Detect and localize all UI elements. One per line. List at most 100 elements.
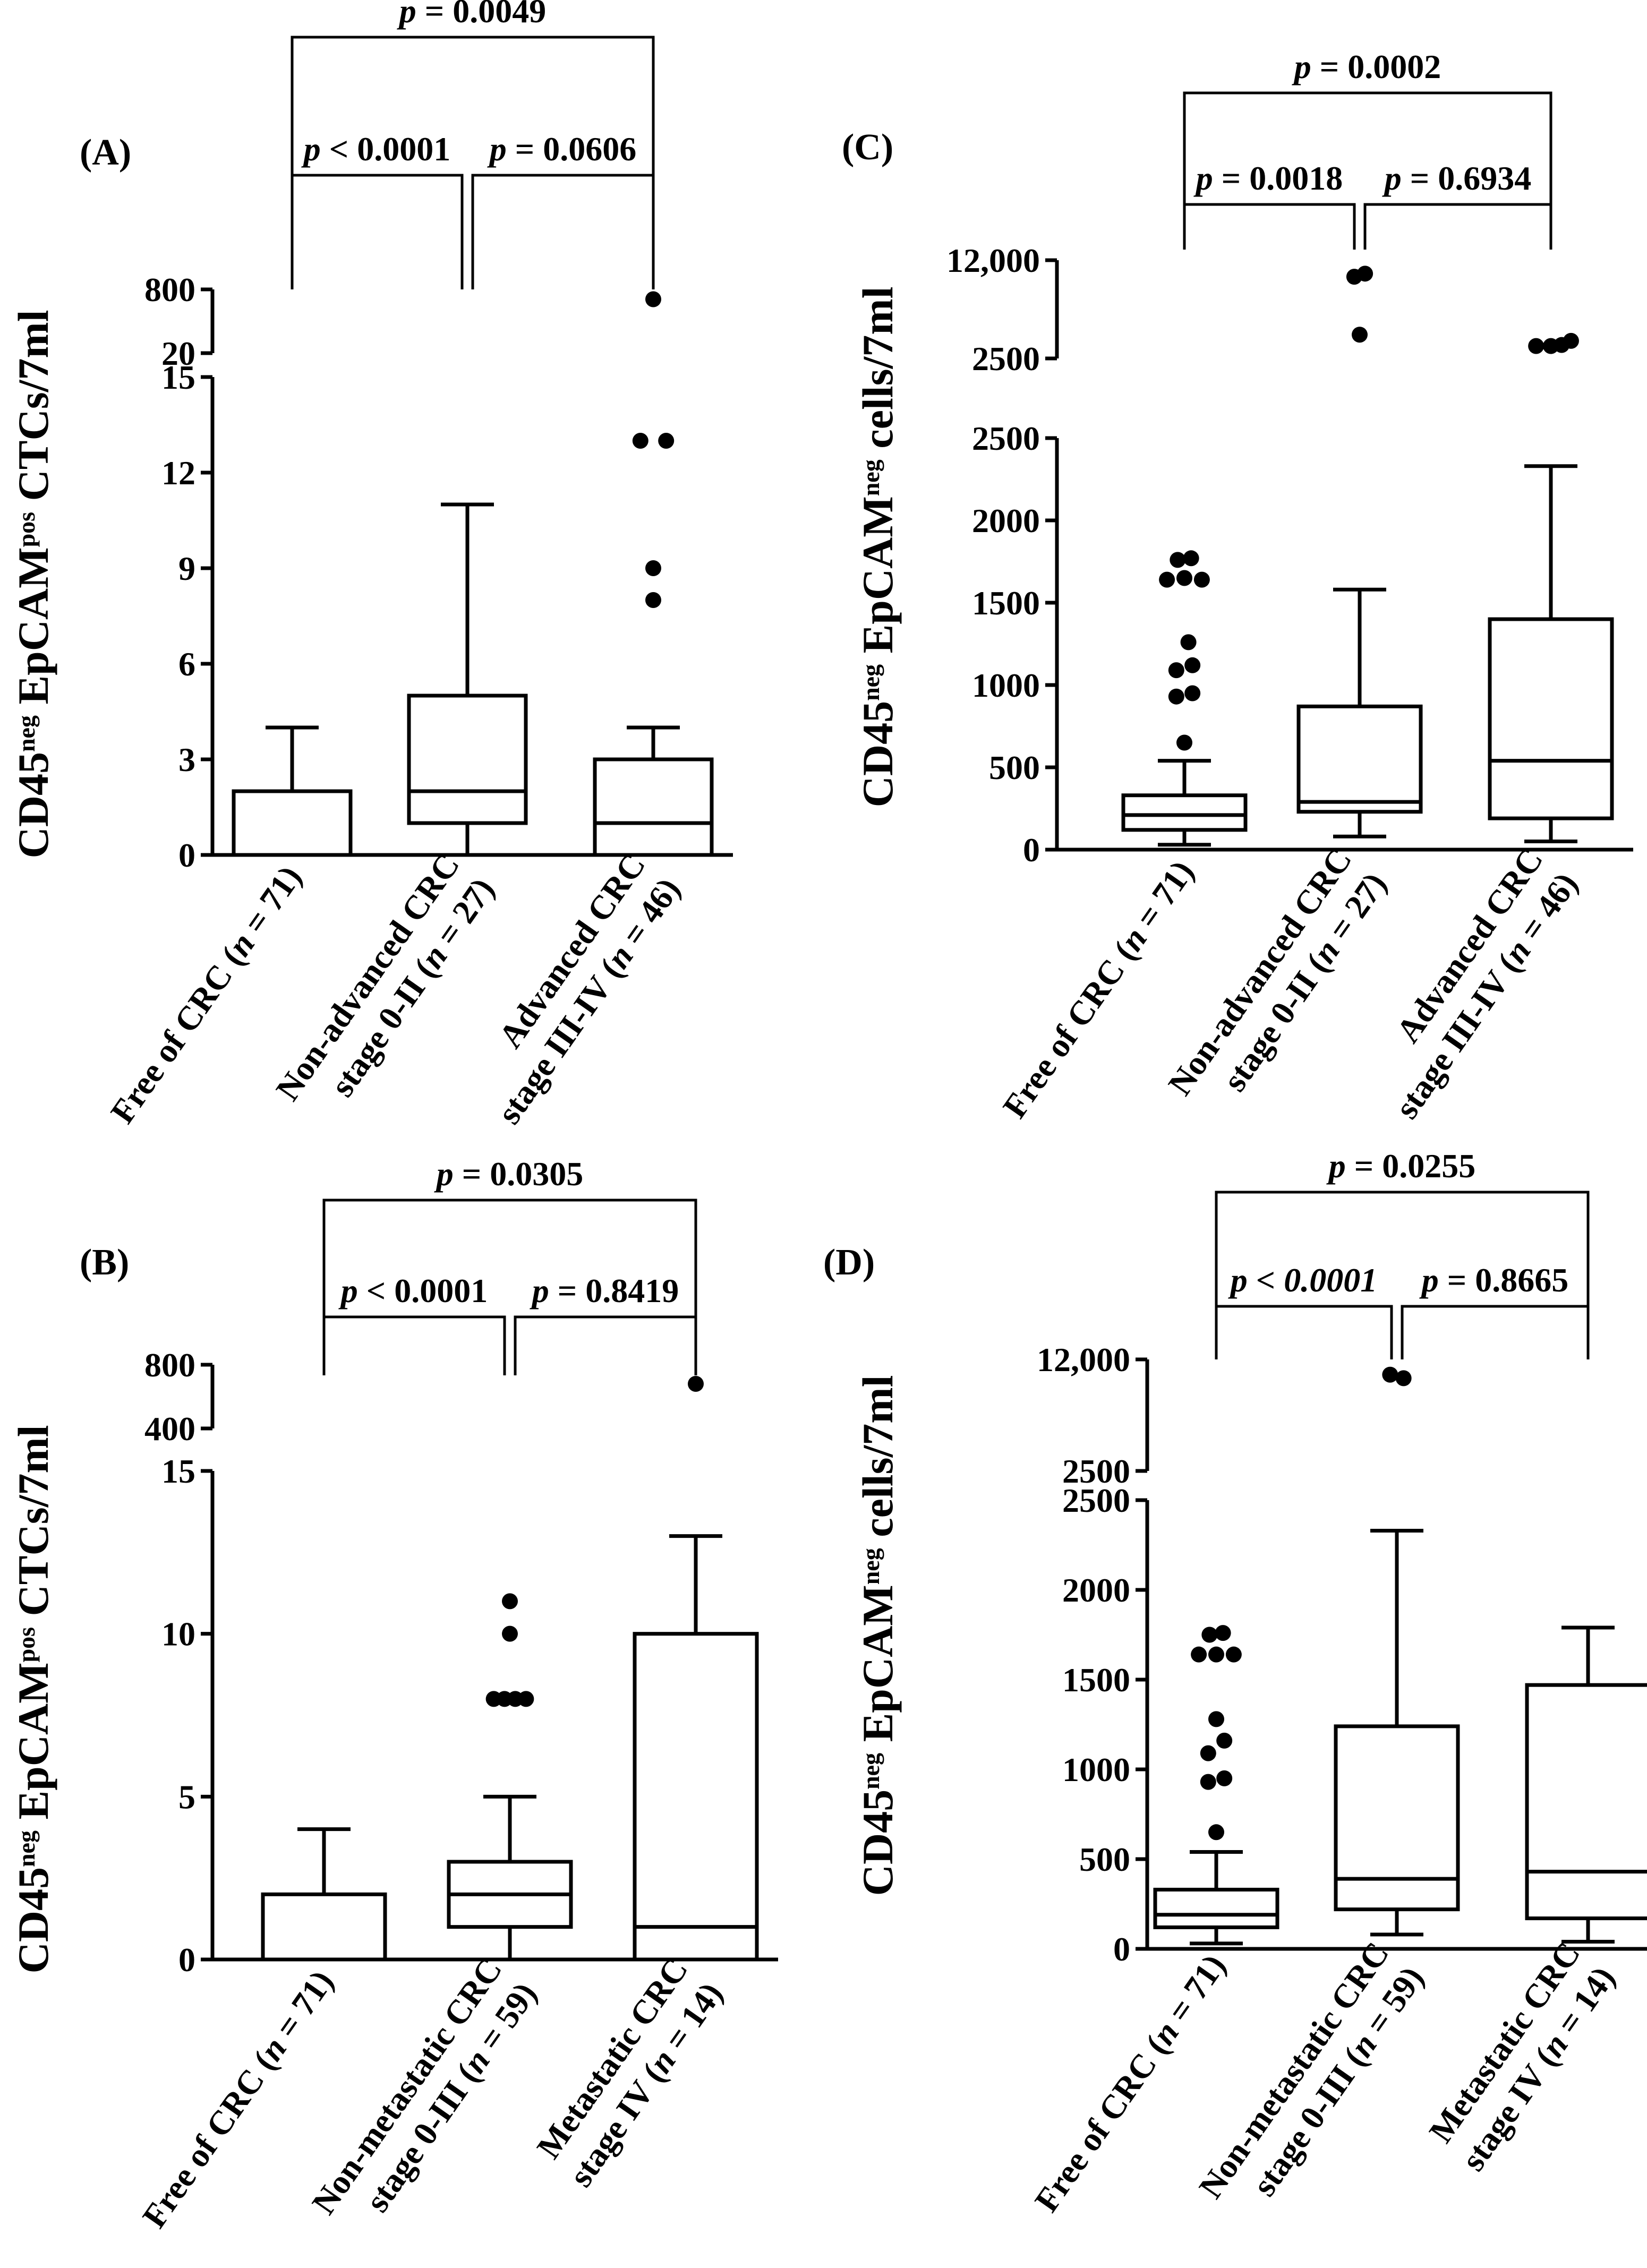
p-value-text: = 0.8665 — [1439, 1261, 1568, 1299]
box — [407, 694, 528, 825]
outlier-point — [645, 592, 661, 608]
outlier-point — [688, 1376, 704, 1392]
outlier-point — [645, 560, 661, 576]
p-value-label: p = 0.0049 — [397, 0, 546, 30]
p-value-text: = 0.0255 — [1346, 1147, 1475, 1185]
p-value-text: = 0.0049 — [416, 0, 546, 30]
y-axis-title-part: EpCAM — [854, 1585, 902, 1753]
significance-bracket — [291, 36, 655, 289]
p-value-symbol: p — [1292, 48, 1311, 85]
y-tick-label: 6 — [178, 645, 195, 683]
p-value-symbol: p — [1419, 1261, 1439, 1299]
outlier-point — [1200, 1745, 1216, 1761]
y-axis-title: CD45neg EpCAMneg cells/7ml — [854, 1375, 902, 1896]
outlier-point — [1528, 338, 1544, 354]
y-tick-label: 1500 — [972, 584, 1040, 622]
p-value-symbol: p — [301, 130, 321, 168]
p-value-text: = 0.0606 — [507, 130, 636, 168]
outlier-point — [1184, 685, 1201, 701]
y-tick-label: 400 — [144, 1410, 195, 1448]
outlier-point — [1225, 1646, 1242, 1663]
outlier-point — [502, 1593, 518, 1610]
p-value-text: < 0.0001 — [321, 130, 450, 168]
significance-bracket — [1215, 1191, 1590, 1359]
outlier-point — [518, 1691, 534, 1707]
outlier-point — [1183, 550, 1199, 567]
p-value-text: = 0.0305 — [454, 1155, 583, 1193]
p-value-label: p = 0.0018 — [1193, 159, 1343, 197]
p-value-text: < 0.0001 — [358, 1272, 488, 1310]
p-value-label: p = 0.8665 — [1419, 1261, 1568, 1299]
y-axis-title-part: CD45 — [854, 701, 902, 807]
y-axis-title: CD45neg EpCAMpos CTCs/7ml — [9, 310, 57, 859]
y-tick-label: 2500 — [972, 420, 1040, 457]
y-axis-title: CD45neg EpCAMpos CTCs/7ml — [9, 1425, 57, 1974]
outlier-point — [1168, 662, 1184, 679]
box — [1488, 617, 1614, 820]
outlier-point — [1357, 266, 1373, 282]
p-value-symbol: p — [1193, 159, 1213, 197]
outlier-point — [1191, 1646, 1207, 1663]
outlier-point — [658, 433, 675, 449]
y-tick-label: 2500 — [972, 340, 1040, 378]
y-tick-label: 2000 — [972, 502, 1040, 540]
p-value-label: p = 0.0606 — [487, 130, 636, 168]
outlier-point — [1352, 327, 1368, 343]
panel-label: (D) — [823, 1242, 875, 1283]
p-value-symbol: p — [1382, 159, 1402, 197]
box — [1525, 1683, 1647, 1921]
p-value-label: p < 0.0001 — [338, 1272, 488, 1310]
outlier-point — [1180, 634, 1197, 651]
outlier-point — [1395, 1370, 1412, 1387]
p-value-label: p = 0.0305 — [434, 1155, 583, 1193]
outlier-point — [1208, 1711, 1224, 1727]
y-tick-label: 1000 — [1062, 1751, 1130, 1788]
p-value-label: p < 0.0001 — [301, 130, 450, 168]
y-tick-label: 9 — [178, 550, 195, 587]
p-value-symbol: p — [487, 130, 507, 168]
y-axis-title-part: CD45 — [854, 1790, 902, 1896]
y-axis-title-superscript: pos — [13, 1627, 40, 1662]
box — [633, 1632, 759, 1962]
box — [232, 789, 353, 857]
outlier-point — [1176, 570, 1192, 586]
y-tick-label: 5 — [178, 1778, 195, 1816]
y-tick-label: 0 — [1023, 831, 1040, 869]
y-axis-title-superscript: neg — [857, 459, 884, 496]
y-axis-title-part: CTCs/7ml — [9, 310, 57, 512]
p-value-text: < 0.0001 — [1248, 1261, 1377, 1299]
outlier-point — [1215, 1625, 1231, 1641]
y-tick-label: 800 — [144, 1346, 195, 1384]
box — [1296, 704, 1423, 814]
outlier-point — [645, 291, 661, 307]
p-value-text: = 0.0018 — [1213, 159, 1343, 197]
y-tick-label: 10 — [161, 1615, 195, 1653]
panel-label: (C) — [842, 127, 893, 168]
outlier-point — [1563, 332, 1579, 349]
y-axis-title-part: EpCAM — [854, 496, 902, 664]
y-tick-label: 1500 — [1062, 1661, 1130, 1699]
outlier-point — [502, 1625, 518, 1642]
p-value-text: = 0.6934 — [1402, 159, 1531, 197]
y-axis-title-part: EpCAM — [9, 547, 57, 715]
p-value-symbol: p — [1228, 1261, 1248, 1299]
y-tick-label: 0 — [1113, 1930, 1130, 1968]
y-axis-title-superscript: neg — [857, 1753, 884, 1790]
panel-label: (A) — [80, 132, 131, 173]
outlier-point — [1208, 1646, 1224, 1663]
box — [593, 757, 714, 857]
p-value-symbol: p — [1326, 1147, 1346, 1185]
y-tick-label: 1000 — [972, 666, 1040, 704]
y-axis-title-superscript: neg — [857, 1548, 884, 1585]
outlier-point — [1170, 552, 1186, 568]
y-tick-label: 15 — [161, 1452, 195, 1490]
y-axis-title-superscript: neg — [13, 715, 40, 752]
p-value-label: p = 0.0255 — [1326, 1147, 1475, 1185]
outlier-point — [1168, 688, 1184, 705]
y-tick-label: 12 — [161, 454, 195, 492]
p-value-label: p = 0.8419 — [530, 1272, 679, 1310]
y-tick-label: 800 — [144, 271, 195, 309]
p-value-text: = 0.0002 — [1311, 48, 1441, 85]
